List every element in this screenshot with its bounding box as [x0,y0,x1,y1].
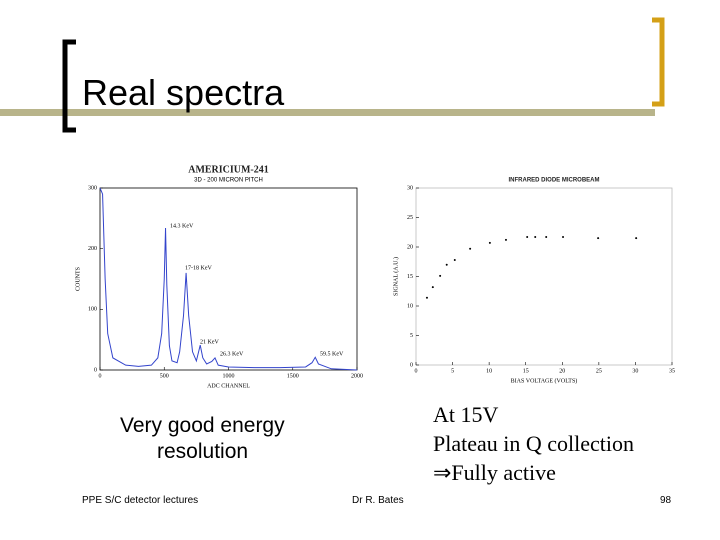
x-tick-label: 5 [451,368,454,374]
peak-annotation: 26.3 KeV [220,351,244,357]
data-point [469,247,472,250]
x-tick-label: 2000 [351,373,363,379]
chart-title: AMERICIUM-241 [188,164,269,175]
y-tick-label: 20 [407,244,413,250]
data-point [545,235,548,238]
y-tick-label: 25 [407,215,413,221]
footer-center: Dr R. Bates [352,495,404,506]
data-point [431,286,434,289]
plot-frame [99,187,358,371]
left-text: Very good energy [120,414,285,437]
left-text: resolution [157,440,249,463]
x-tick-label: 0 [99,373,102,379]
x-tick-label: 10 [486,368,492,374]
y-tick-label: 30 [407,185,413,191]
data-point [504,238,507,241]
peak-annotation: 17-18 KeV [185,265,212,271]
data-point [425,296,428,299]
peak-annotation: 14.3 KeV [170,223,194,229]
right-text: At 15V [433,402,499,427]
y-axis-label: SIGNAL (A.U.) [392,257,399,296]
right-text: ⇒Fully active [433,460,556,485]
x-tick-label: 500 [160,373,169,379]
title-band [0,109,655,116]
x-axis-label: ADC CHANNEL [207,383,250,389]
data-point [453,258,456,261]
data-point [526,235,529,238]
chart-subtitle: 3D - 200 MICRON PITCH [194,178,263,184]
right-text: Plateau in Q collection [433,431,634,456]
y-tick-label: 0 [94,367,97,373]
y-tick-label: 0 [410,362,413,368]
x-tick-label: 30 [632,368,638,374]
chart-title: INFRARED DIODE MICROBEAM [509,178,600,184]
data-point [445,263,448,266]
y-tick-label: 5 [410,333,413,339]
x-tick-label: 15 [523,368,529,374]
spectrum-line [99,187,358,371]
data-point [562,235,565,238]
peak-annotation: 59.5 KeV [320,351,344,357]
x-tick-label: 0 [415,368,418,374]
peak-annotation: 21 KeV [200,339,219,345]
x-tick-label: 1500 [287,373,299,379]
y-tick-label: 15 [407,274,413,280]
data-point [534,235,537,238]
title-bracket-right [652,17,665,107]
x-tick-label: 20 [559,368,565,374]
slide-title: Real spectra [82,72,285,113]
plot-frame [415,187,673,366]
y-axis-label: COUNTS [75,267,81,291]
x-axis-label: BIAS VOLTAGE (VOLTS) [511,377,578,384]
data-point [597,237,600,240]
page-number: 98 [660,495,672,506]
y-tick-label: 10 [407,303,413,309]
data-point [439,274,442,277]
x-tick-label: 35 [669,368,675,374]
x-tick-label: 1000 [223,373,235,379]
y-tick-label: 200 [88,246,97,252]
data-point [635,237,638,240]
y-tick-label: 100 [88,307,97,313]
title-bracket-left [62,39,76,133]
footer-left: PPE S/C detector lectures [82,495,199,506]
x-tick-label: 25 [596,368,602,374]
y-tick-label: 300 [88,185,97,191]
data-point [488,241,491,244]
